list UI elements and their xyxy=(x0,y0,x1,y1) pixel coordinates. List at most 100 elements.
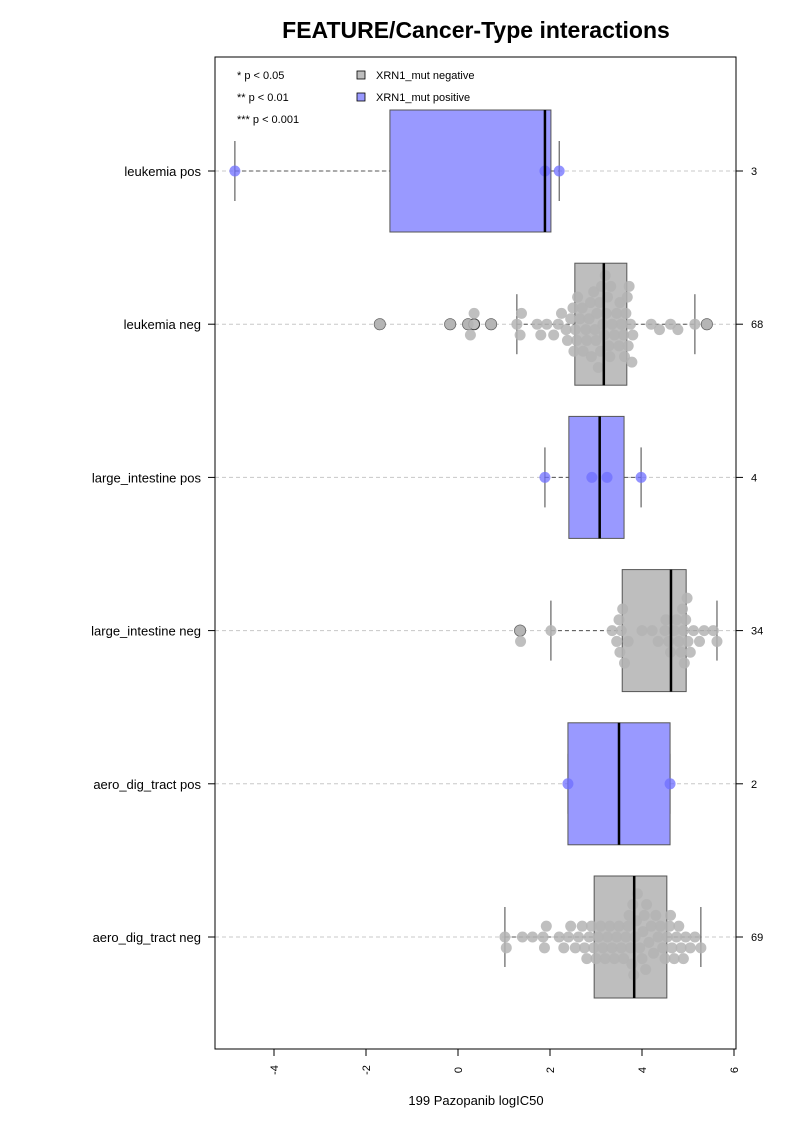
data-point xyxy=(605,280,617,292)
count-label: 4 xyxy=(751,472,757,484)
data-point xyxy=(584,297,596,309)
y-tick-label: aero_dig_tract neg xyxy=(93,930,201,945)
data-point xyxy=(500,942,512,954)
data-point xyxy=(652,931,664,943)
data-point xyxy=(611,931,623,943)
data-point xyxy=(646,625,658,637)
data-point xyxy=(619,657,631,669)
data-point xyxy=(677,953,689,965)
data-point xyxy=(606,318,618,330)
data-point xyxy=(576,920,588,932)
data-point xyxy=(711,635,723,647)
chart-title: FEATURE/Cancer-Type interactions xyxy=(282,17,670,43)
data-point xyxy=(636,953,648,965)
data-point xyxy=(588,286,600,298)
data-point xyxy=(640,963,652,975)
data-point xyxy=(531,318,543,330)
x-tick-label: -4 xyxy=(269,1065,281,1075)
data-point xyxy=(581,334,593,346)
data-point xyxy=(585,351,597,363)
legend: * p < 0.05 ** p < 0.01 *** p < 0.001 XRN… xyxy=(237,70,474,126)
x-tick-label: 0 xyxy=(453,1067,465,1073)
data-point xyxy=(677,625,689,637)
y-tick-label: leukemia neg xyxy=(124,317,201,332)
data-point xyxy=(569,324,581,336)
data-point xyxy=(698,625,710,637)
data-point xyxy=(374,318,386,330)
data-point xyxy=(645,318,657,330)
data-point xyxy=(561,334,573,346)
data-point xyxy=(565,920,577,932)
data-point xyxy=(485,318,497,330)
data-point xyxy=(608,329,620,341)
data-point xyxy=(615,942,627,954)
data-point xyxy=(626,356,638,368)
data-point xyxy=(620,307,632,319)
data-point xyxy=(569,942,581,954)
data-point xyxy=(516,931,528,943)
data-point xyxy=(707,625,719,637)
box xyxy=(389,109,552,233)
data-point xyxy=(462,318,474,330)
data-point xyxy=(562,931,574,943)
data-point xyxy=(659,625,671,637)
group-aero-dig-tract-pos xyxy=(215,722,736,846)
data-point xyxy=(538,942,550,954)
data-point xyxy=(665,909,677,921)
data-point xyxy=(606,942,618,954)
group-aero-dig-tract-neg xyxy=(215,875,736,999)
data-point xyxy=(539,471,551,483)
data-point xyxy=(650,909,662,921)
data-point xyxy=(576,302,588,314)
data-point xyxy=(572,291,584,303)
data-point xyxy=(608,953,620,965)
data-point xyxy=(515,307,527,319)
data-point xyxy=(621,291,633,303)
data-point xyxy=(701,318,713,330)
data-point xyxy=(637,926,649,938)
count-label: 3 xyxy=(751,166,757,178)
data-point xyxy=(594,297,606,309)
data-point xyxy=(535,329,547,341)
y-tick-label: aero_dig_tract pos xyxy=(93,777,201,792)
data-point xyxy=(514,329,526,341)
data-point xyxy=(688,625,700,637)
data-point xyxy=(622,340,634,352)
data-point xyxy=(577,345,589,357)
x-tick-label: 2 xyxy=(545,1067,557,1073)
count-labels: 3 68 4 34 2 69 xyxy=(736,166,763,944)
legend-sig-2: ** p < 0.01 xyxy=(237,92,289,104)
data-point xyxy=(562,778,574,790)
data-point xyxy=(645,920,657,932)
data-point xyxy=(527,931,539,943)
data-point xyxy=(567,302,579,314)
y-tick-label: large_intestine neg xyxy=(91,624,201,639)
data-point xyxy=(580,324,592,336)
group-large-intestine-neg xyxy=(215,569,736,693)
legend-label-negative: XRN1_mut negative xyxy=(376,70,474,82)
data-point xyxy=(556,307,567,319)
data-point xyxy=(579,942,590,954)
data-point xyxy=(643,936,655,948)
data-point xyxy=(648,947,659,959)
data-point xyxy=(468,307,480,319)
data-point xyxy=(511,318,523,330)
data-point xyxy=(588,942,600,954)
legend-swatch-negative xyxy=(356,70,366,80)
legend-sig-1: * p < 0.05 xyxy=(237,70,284,82)
data-point xyxy=(663,635,675,647)
data-point xyxy=(634,942,646,954)
data-point xyxy=(615,318,627,330)
x-tick-label: 4 xyxy=(637,1067,649,1073)
data-point xyxy=(613,920,625,932)
data-point xyxy=(599,953,611,965)
data-point xyxy=(583,931,595,943)
plot-area xyxy=(215,109,736,999)
data-point xyxy=(671,931,682,943)
data-point xyxy=(657,942,669,954)
data-point xyxy=(595,920,607,932)
x-tick-label: -2 xyxy=(361,1065,373,1075)
count-label: 2 xyxy=(751,779,757,791)
data-point xyxy=(626,958,638,970)
